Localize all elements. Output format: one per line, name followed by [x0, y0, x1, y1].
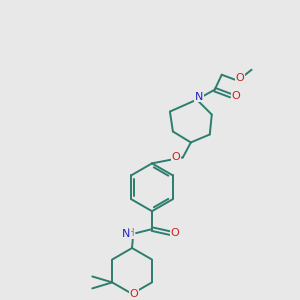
Text: N: N	[122, 229, 130, 239]
Text: O: O	[231, 91, 240, 100]
Text: H: H	[127, 228, 135, 238]
Text: N: N	[195, 92, 203, 102]
Text: O: O	[235, 73, 244, 83]
Text: O: O	[170, 228, 179, 238]
Text: O: O	[130, 289, 138, 299]
Text: O: O	[172, 152, 180, 162]
